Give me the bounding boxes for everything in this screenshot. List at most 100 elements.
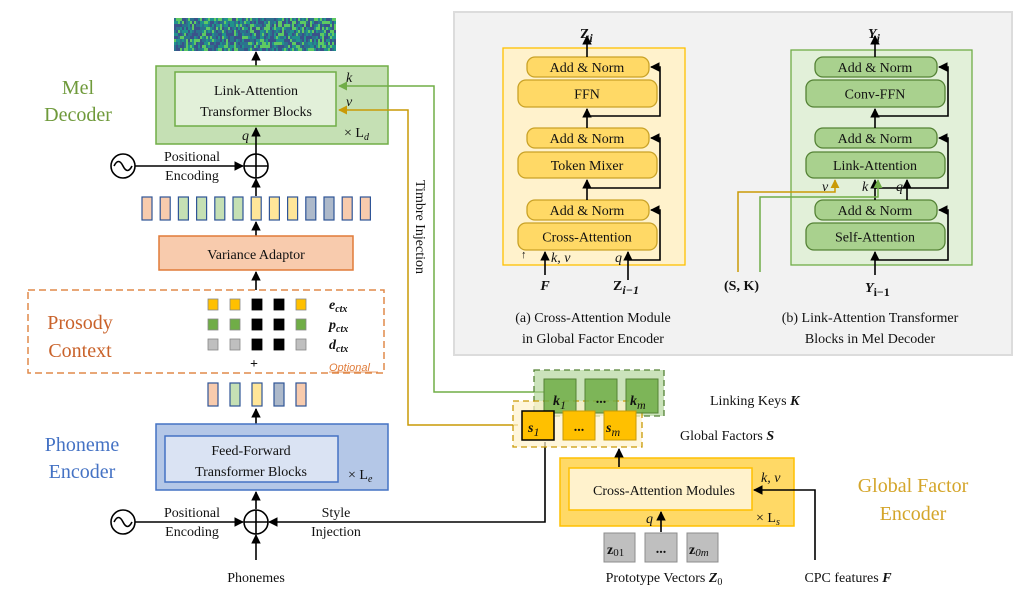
svg-text:Add & Norm: Add & Norm [838, 61, 913, 76]
prosody-cell [273, 298, 285, 311]
k-label: k [346, 71, 353, 86]
panel-a-cross-attention-module: Add & Norm FFN Add & Norm Token Mixer Add & … [502, 27, 686, 347]
block-3 [517, 151, 658, 179]
phoneme-bar [295, 382, 307, 407]
phoneme-bar [251, 382, 263, 407]
frame-bar [305, 196, 317, 221]
svg-text:q: q [615, 251, 622, 266]
svg-text:Cross-Attention: Cross-Attention [542, 231, 631, 246]
prototype-vectors-label: Prototype Vectors Z0 [606, 571, 723, 588]
mel-spectrogram-image [174, 18, 336, 51]
frame-sequence [141, 196, 371, 221]
prosody-cell [295, 318, 307, 331]
cross-attention-modules [568, 467, 753, 511]
frame-bar [141, 196, 153, 221]
block-4 [526, 199, 650, 221]
global-factor-encoder-label: Global Factor Encoder [858, 475, 969, 525]
global-factor-items: s1 ... sm [521, 410, 637, 441]
svg-text:q: q [242, 129, 249, 144]
sm: sm [605, 421, 620, 439]
frame-bar [159, 196, 171, 221]
frame-bar [287, 196, 299, 221]
block-1 [517, 79, 658, 108]
k1: k1 [553, 394, 566, 412]
svg-text:dctx: dctx [329, 338, 348, 355]
linking-keys-label: Linking Keys K [710, 394, 801, 409]
frame-bar [341, 196, 353, 221]
global-factors-arrow [338, 105, 518, 426]
block-0 [814, 56, 938, 78]
svg-text:Conv-FFN: Conv-FFN [845, 88, 906, 103]
prosody-context-label: Prosody Context [47, 312, 113, 362]
panel-b-link-attention-blocks: Add & Norm Conv-FFN Add & Norm Link-Attenti… [724, 27, 973, 347]
svg-text:...: ... [574, 420, 585, 435]
block-5 [517, 222, 658, 251]
block-0 [526, 56, 650, 78]
block-2 [814, 127, 938, 149]
svg-text:Link-Attention: Link-Attention [833, 159, 917, 174]
frame-bar [268, 196, 280, 221]
svg-text:z0m: z0m [689, 543, 709, 559]
svg-text:FFN: FFN [574, 88, 600, 103]
prosody-cell [295, 298, 307, 311]
svg-text:Add & Norm: Add & Norm [550, 132, 625, 147]
prosody-cell [207, 298, 219, 311]
svg-text:↑: ↑ [521, 249, 527, 261]
positional-encoding-label: Positional Encoding [164, 150, 220, 184]
mel-decoder-label: Mel Decoder [44, 77, 112, 126]
svg-text:× Ls: × Ls [756, 511, 780, 528]
feed-forward-blocks [164, 435, 339, 483]
svg-text:k, v: k, v [761, 471, 781, 486]
svg-text:Yi−1: Yi−1 [865, 281, 890, 299]
svg-text:F: F [539, 279, 550, 294]
block-3 [805, 151, 946, 179]
panel-b-caption: (b) Link-Attention Transformer Blocks in … [782, 311, 959, 347]
frame-bar [232, 196, 244, 221]
prosody-cell [251, 338, 263, 351]
style-injection-arrow [268, 442, 546, 527]
svg-text:k, v: k, v [551, 251, 571, 266]
svg-text:pctx: pctx [328, 318, 348, 335]
svg-text:z01: z01 [607, 543, 624, 559]
frame-bar [359, 196, 371, 221]
svg-text:Zi: Zi [580, 27, 593, 45]
svg-text:Add & Norm: Add & Norm [838, 132, 913, 147]
linking-key-items: k1 ... km [543, 378, 659, 414]
frame-bar [196, 196, 208, 221]
frame-bar [177, 196, 189, 221]
linking-keys-arrow [338, 81, 544, 393]
svg-text:× Le: × Le [348, 468, 373, 485]
prosody-cell [229, 298, 241, 311]
svg-text:Add & Norm: Add & Norm [550, 204, 625, 219]
block-4 [814, 199, 938, 221]
phoneme-encoder-label: Phoneme Encoder [45, 434, 120, 483]
svg-text:Cross-Attention Modules: Cross-Attention Modules [593, 484, 735, 499]
prosody-cell [251, 318, 263, 331]
svg-text:k: k [862, 180, 869, 195]
frame-bar [323, 196, 335, 221]
svg-text:Token Mixer: Token Mixer [551, 159, 624, 174]
prosody-cell [295, 338, 307, 351]
svg-text:Add & Norm: Add & Norm [838, 204, 913, 219]
s1: s1 [527, 421, 539, 439]
block-1 [805, 79, 946, 108]
svg-text:Yi: Yi [868, 27, 881, 45]
frame-bar [214, 196, 226, 221]
link-attention-blocks [174, 71, 337, 127]
block-2 [526, 127, 650, 149]
repeat-ld: × Ld [344, 126, 370, 143]
svg-text:...: ... [656, 542, 667, 557]
km: km [630, 394, 646, 412]
prosody-cell [273, 318, 285, 331]
svg-text:(S, K): (S, K) [724, 279, 759, 294]
prosody-cell [251, 298, 263, 311]
style-injection-label: Style Injection [311, 506, 361, 540]
phoneme-bar [229, 382, 241, 407]
phonemes-label: Phonemes [227, 571, 285, 586]
phoneme-bar [207, 382, 219, 407]
panel-a-caption: (a) Cross-Attention Module in Global Fact… [515, 311, 671, 347]
